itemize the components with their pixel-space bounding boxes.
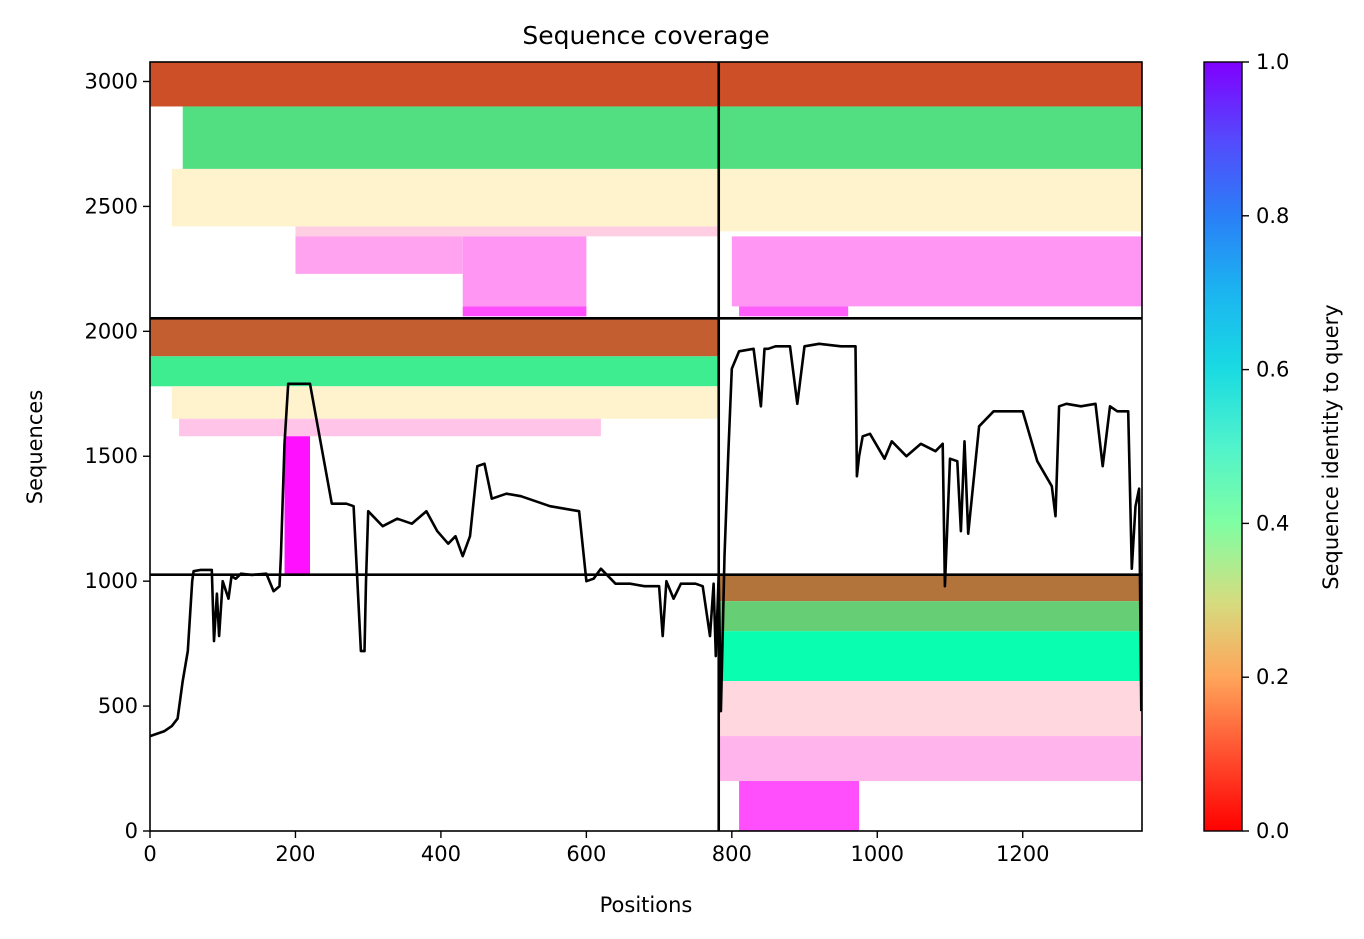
coverage-band — [150, 62, 719, 107]
coverage-band — [718, 62, 1142, 107]
coverage-band — [171, 168, 719, 227]
coverage-band — [718, 736, 1142, 782]
x-tick-label: 600 — [566, 842, 606, 866]
colorbar-tick-label: 0.0 — [1256, 819, 1289, 843]
plot-frame — [149, 61, 1143, 832]
colorbar-tick-label: 1.0 — [1256, 50, 1289, 74]
coverage-band — [718, 106, 1142, 169]
x-tick-label: 200 — [275, 842, 315, 866]
colorbar-tick-label: 0.4 — [1256, 511, 1289, 535]
coverage-band — [295, 236, 463, 274]
coverage-band — [284, 436, 310, 574]
y-tick-label: 1500 — [85, 444, 138, 468]
coverage-band — [182, 106, 719, 169]
coverage-band — [718, 681, 1142, 737]
coverage-band — [462, 306, 587, 317]
colorbar-tick-label: 0.8 — [1256, 204, 1289, 228]
block-dividers — [150, 62, 1142, 831]
colorbar-gradient — [1203, 61, 1243, 832]
coverage-band — [179, 418, 601, 437]
chart-title: Sequence coverage — [522, 21, 769, 50]
y-axis: 0 500 1000 1500 2000 2500 3000 — [85, 69, 150, 843]
y-tick-label: 1000 — [85, 569, 138, 593]
colorbar-ticks: 0.0 0.2 0.4 0.6 0.8 1.0 — [1242, 50, 1289, 843]
coverage-band — [718, 168, 1142, 232]
coverage-band — [171, 386, 719, 419]
coverage-line — [150, 342, 1142, 738]
plot-area — [149, 61, 1143, 832]
coverage-band — [718, 631, 1142, 682]
colorbar-tick-label: 0.2 — [1256, 665, 1289, 689]
x-axis: 0 200 400 600 800 1000 1200 — [143, 831, 1049, 866]
colorbar-tick-label: 0.6 — [1256, 358, 1289, 382]
coverage-band — [295, 226, 719, 237]
x-tick-label: 1000 — [851, 842, 904, 866]
coverage-band — [731, 236, 1142, 307]
y-axis-label: Sequences — [23, 390, 47, 505]
coverage-heatmap — [150, 62, 1142, 831]
colorbar: 0.0 0.2 0.4 0.6 0.8 1.0 Sequence identity to … — [1203, 50, 1343, 843]
y-tick-label: 3000 — [85, 69, 138, 93]
x-tick-label: 1200 — [996, 842, 1049, 866]
y-tick-label: 0 — [125, 819, 138, 843]
x-axis-label: Positions — [600, 893, 693, 917]
coverage-band — [150, 356, 719, 387]
y-tick-label: 2000 — [85, 319, 138, 343]
coverage-band — [718, 574, 1142, 602]
coverage-band — [150, 318, 719, 357]
x-tick-label: 800 — [712, 842, 752, 866]
coverage-band — [739, 306, 849, 317]
x-tick-label: 0 — [143, 842, 156, 866]
x-tick-label: 400 — [421, 842, 461, 866]
coverage-band — [718, 601, 1142, 632]
coverage-band — [739, 781, 860, 831]
colorbar-label: Sequence identity to query — [1319, 304, 1343, 589]
y-tick-label: 500 — [98, 694, 138, 718]
y-tick-label: 2500 — [85, 194, 138, 218]
coverage-band — [462, 236, 587, 307]
